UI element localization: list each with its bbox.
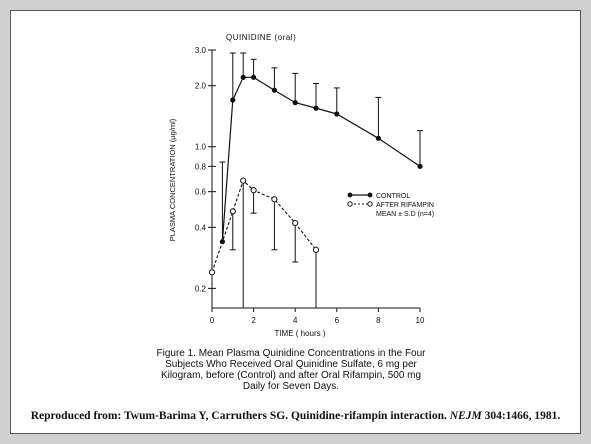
control-line [221, 76, 421, 242]
y-tick-label: 1.0 [195, 143, 207, 152]
y-tick-label: 0.8 [195, 162, 207, 171]
rifampin-point [312, 246, 320, 253]
figure-caption: Figure 1. Mean Plasma Quinidine Concentr… [156, 348, 426, 392]
control-point [230, 97, 236, 103]
control-point [334, 111, 340, 117]
legend-control-marker [367, 192, 373, 198]
y-tick-label: 0.6 [195, 188, 207, 197]
rifampin-point [240, 177, 247, 184]
legend-rifampin-label: AFTER RIFAMPIN [376, 202, 434, 209]
control-point [292, 100, 298, 106]
control-point [417, 163, 423, 169]
x-axis-label: TIME ( hours ) [274, 329, 325, 338]
rifampin-point [250, 187, 257, 194]
control-point [375, 135, 381, 141]
citation: Reproduced from: Twum-Barima Y, Carruthe… [0, 410, 591, 422]
y-tick-label: 0.2 [195, 284, 207, 293]
y-tick-label: 3.0 [195, 46, 207, 55]
legend-rifampin-marker [367, 201, 373, 207]
citation-suffix: 304:1466, 1981. [481, 410, 561, 422]
legend-control-label: CONTROL [376, 193, 410, 200]
y-tick-label: 0.4 [195, 223, 207, 232]
legend-rifampin-marker [347, 201, 353, 207]
x-tick-label: 2 [251, 316, 256, 325]
y-tick-label: 2.0 [195, 82, 207, 91]
chart-title: QUINIDINE (oral) [226, 33, 296, 42]
legend-control-marker [347, 192, 353, 198]
rifampin-point [271, 196, 278, 203]
rifampin-point [208, 269, 216, 276]
control-point [271, 87, 277, 93]
control-point [251, 74, 257, 80]
x-tick-label: 4 [293, 316, 298, 325]
y-axis-label: PLASMA CONCENTRATION (µg/ml) [168, 118, 177, 241]
x-tick-label: 6 [335, 316, 340, 325]
x-tick-label: 10 [416, 316, 425, 325]
control-point [240, 74, 246, 80]
rifampin-line [211, 179, 317, 273]
x-tick-label: 8 [376, 316, 381, 325]
legend-note: MEAN ± S.D (n=4) [376, 211, 434, 218]
control-point [313, 105, 319, 111]
rifampin-point [292, 219, 299, 227]
citation-prefix: Reproduced from: Twum-Barima Y, Carruthe… [30, 410, 450, 422]
x-tick-label: 0 [210, 316, 215, 325]
citation-journal: NEJM [449, 410, 482, 422]
rifampin-point [229, 208, 236, 215]
